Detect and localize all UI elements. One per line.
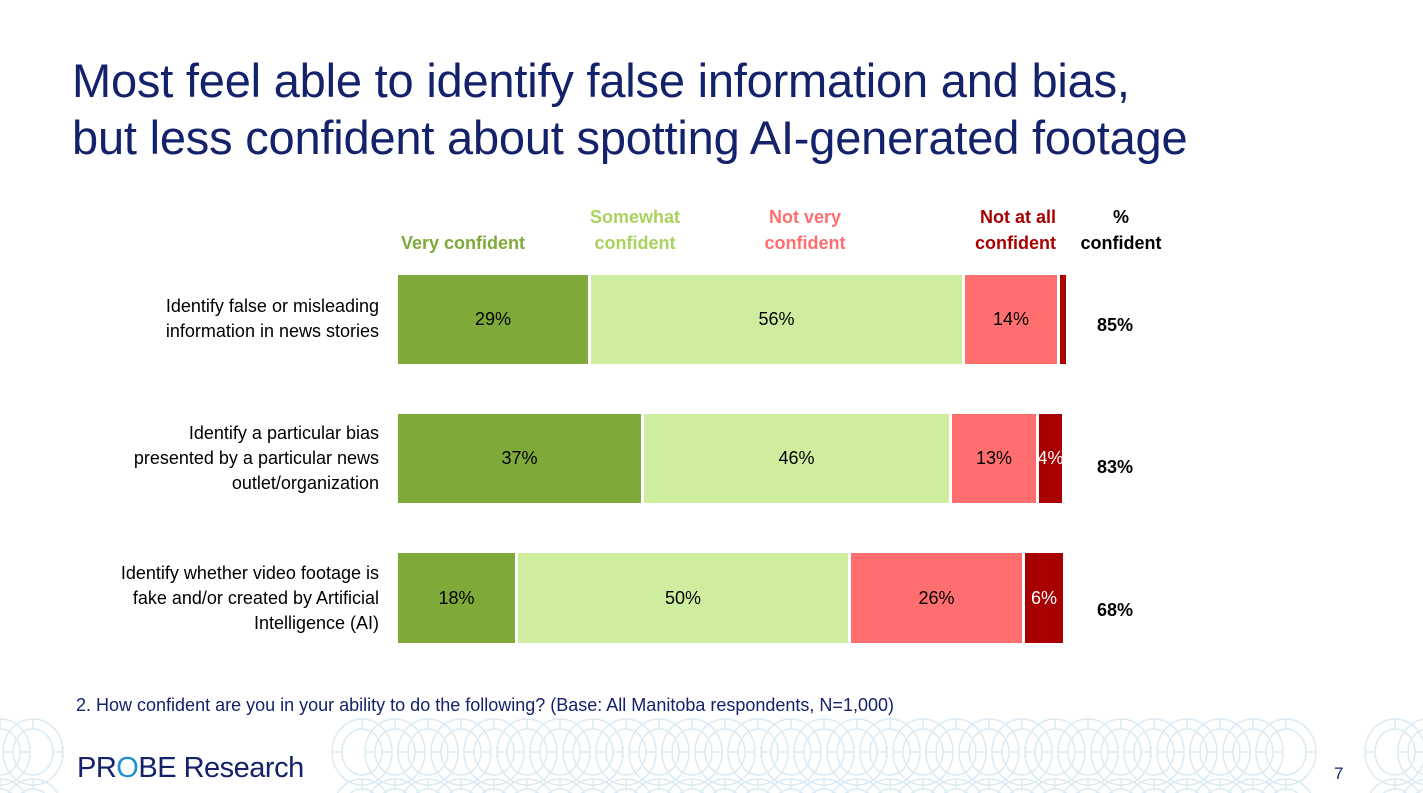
bar-segment-very-confident: 37% bbox=[398, 414, 644, 503]
bar-segment-somewhat-confident: 56% bbox=[591, 275, 965, 364]
percent-confident-1: 85% bbox=[1097, 315, 1134, 335]
title-line-1: Most feel able to identify false informa… bbox=[72, 54, 1130, 107]
footnote: 2. How confident are you in your ability… bbox=[76, 695, 894, 715]
page-number: 7 bbox=[1334, 764, 1344, 783]
legend-somewhat-confident: Somewhat confident bbox=[589, 207, 681, 253]
bar-segment-not-very-confident: 26% bbox=[851, 553, 1025, 643]
bar-segment-not-very-confident: 14% bbox=[965, 275, 1060, 364]
legend-very-confident: Very confident bbox=[400, 233, 526, 253]
bar-segment-somewhat-confident: 46% bbox=[644, 414, 952, 503]
bar-row-2: 37% 46% 13% 4% bbox=[398, 414, 1064, 503]
bar-segment-very-confident: 18% bbox=[398, 553, 518, 643]
bar-row-3: 18% 50% 26% 6% bbox=[398, 553, 1063, 643]
title-line-2: but less confident about spotting AI-gen… bbox=[72, 111, 1188, 164]
row-label-2: Identify a particular bias presented by a… bbox=[133, 423, 379, 493]
legend-not-very-confident: Not very confident bbox=[764, 207, 846, 253]
bar-row-1: 29% 56% 14% bbox=[398, 275, 1066, 364]
legend-percent-confident: % confident bbox=[1080, 207, 1162, 253]
bar-segment-not-at-all-confident: 4% bbox=[1038, 414, 1064, 503]
probe-research-logo: PROBE Research bbox=[77, 752, 304, 784]
bar-segment-not-very-confident: 13% bbox=[952, 414, 1039, 503]
bar-segment-very-confident: 29% bbox=[398, 275, 591, 364]
bar-segment-not-at-all-confident bbox=[1060, 275, 1066, 364]
slide-title: Most feel able to identify false informa… bbox=[72, 52, 1392, 166]
row-label-3: Identify whether video footage is fake an… bbox=[120, 563, 379, 633]
percent-confident-3: 68% bbox=[1097, 600, 1134, 620]
row-label-1: Identify false or misleading information … bbox=[165, 296, 379, 341]
bar-segment-not-at-all-confident: 6% bbox=[1025, 553, 1063, 643]
bar-segment-somewhat-confident: 50% bbox=[518, 553, 851, 643]
percent-confident-2: 83% bbox=[1097, 457, 1134, 477]
legend-not-at-all-confident: Not at all confident bbox=[975, 207, 1056, 253]
